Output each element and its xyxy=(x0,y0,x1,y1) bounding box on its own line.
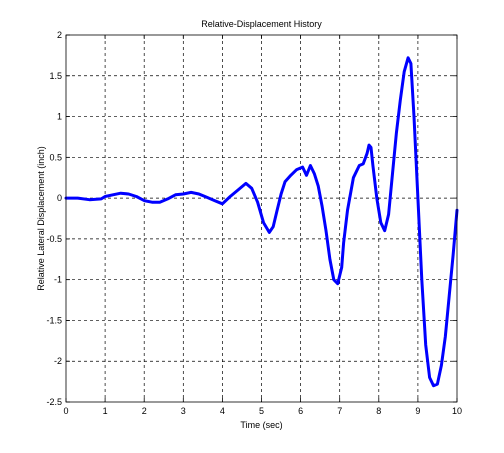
y-tick-label: -0.5 xyxy=(46,234,62,244)
x-tick-label: 4 xyxy=(220,406,225,416)
plot-frame xyxy=(65,34,458,403)
y-tick-label: 1 xyxy=(57,112,62,122)
x-tick-label: 10 xyxy=(452,406,462,416)
y-tick-label: 2 xyxy=(57,30,62,40)
y-axis-label: Relative Lateral Displacement (inch) xyxy=(36,146,46,291)
y-tick-label: -1 xyxy=(54,275,62,285)
y-tick-label: 1.5 xyxy=(49,71,62,81)
x-axis-label: Time (sec) xyxy=(240,420,282,430)
x-tick-label: 1 xyxy=(103,406,108,416)
y-tick-label: -2.5 xyxy=(46,397,62,407)
y-tick-label: 0.5 xyxy=(49,152,62,162)
chart-title: Relative-Displacement History xyxy=(201,19,322,29)
y-tick-label: -2 xyxy=(54,356,62,366)
x-tick-label: 5 xyxy=(259,406,264,416)
y-tick-label: 0 xyxy=(57,193,62,203)
y-tick-label: -1.5 xyxy=(46,315,62,325)
x-tick-label: 0 xyxy=(63,406,68,416)
grid xyxy=(66,35,457,402)
plot-area xyxy=(64,56,459,388)
x-tick-label: 3 xyxy=(181,406,186,416)
x-tick-label: 7 xyxy=(337,406,342,416)
x-tick-label: 9 xyxy=(415,406,420,416)
series-line xyxy=(64,56,459,388)
axis-ticks: 0 1 2 3 4 5 6 7 8 9 10 2 1.5 1 0.5 0 -0.5 -1 -1.5 -2 -2.5 xyxy=(46,30,462,416)
x-tick-label: 2 xyxy=(142,406,147,416)
x-tick-label: 8 xyxy=(376,406,381,416)
x-tick-label: 6 xyxy=(298,406,303,416)
